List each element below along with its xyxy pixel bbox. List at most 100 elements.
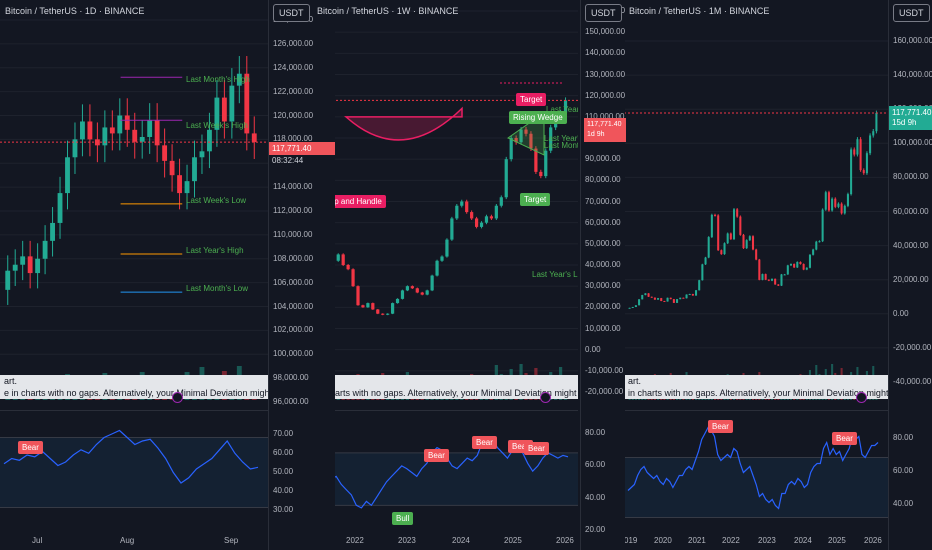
candle-body [644, 293, 647, 296]
pane-divider[interactable] [312, 410, 578, 411]
candle-body [856, 139, 859, 155]
price-axis-1w[interactable]: USDT 160,000.00150,000.00140,000.00130,0… [580, 0, 625, 550]
indicator-mark-icon[interactable] [172, 392, 183, 403]
banner-line: in charts with no gaps. Alternatively, y… [316, 388, 578, 398]
candle-body [745, 240, 748, 249]
currency-button[interactable]: USDT [273, 4, 310, 22]
price-tick: 140,000.00 [585, 48, 626, 58]
warning-banner: in charts with no gaps. Alternatively, y… [312, 375, 578, 399]
candle-body [199, 151, 205, 158]
date-tick: 2020 [654, 536, 672, 545]
candle-body [420, 292, 424, 295]
price-axis-1d[interactable]: USDT 128,000.00126,000.00124,000.00122,0… [268, 0, 335, 550]
candle-body [207, 129, 212, 152]
candle-body [244, 73, 250, 134]
price-tick: 160,000.00 [893, 36, 932, 45]
candle-body [251, 133, 257, 143]
warning-banner: art. in charts with no gaps. Alternative… [624, 375, 888, 399]
price-tick: 20,000.00 [585, 302, 621, 312]
chart-panel-1w[interactable]: Bitcoin / TetherUS · 1W · BINANCE Cup an… [312, 0, 578, 550]
currency-button[interactable]: USDT [585, 4, 622, 22]
candle-body [72, 139, 78, 158]
candle-body [862, 170, 865, 174]
price-tick: -20,000.00 [585, 387, 624, 396]
date-tick: 2022 [346, 536, 364, 545]
candle-body [780, 274, 783, 286]
currency-button[interactable]: USDT [893, 4, 930, 22]
chart-canvas-1w[interactable] [312, 0, 578, 550]
candle-body [35, 258, 41, 274]
banner-line [316, 375, 578, 387]
candle-body [843, 205, 846, 214]
indicator-mark-icon[interactable] [856, 392, 867, 403]
price-tick: 30,000.00 [585, 281, 621, 291]
candle-body [653, 297, 656, 300]
candle-body [717, 215, 720, 251]
candle-body [132, 129, 138, 142]
candle-body [465, 201, 469, 213]
candle-body [748, 236, 751, 241]
price-tick: 120,000.00 [585, 90, 626, 100]
last-price-value: 117,771.40 [892, 108, 932, 117]
chart-title: Bitcoin / TetherUS · 1D · BINANCE [5, 6, 145, 16]
candle-body [704, 257, 707, 265]
candle-body [184, 181, 190, 194]
candle-body [631, 306, 634, 308]
candle-body [336, 254, 340, 261]
price-axis-1m[interactable]: USDT 160,000.00140,000.00120,000.00100,0… [888, 0, 932, 550]
candle-body [549, 127, 553, 151]
candle-body [479, 222, 484, 227]
bear-marker: Bear [708, 420, 733, 433]
indicator-mark-icon[interactable] [540, 392, 551, 403]
candle-body [524, 129, 528, 134]
bear-marker: Bear [472, 436, 497, 449]
price-tick: 150,000.00 [585, 27, 626, 37]
price-tick: 108,000.00 [273, 253, 314, 263]
candle-body [739, 216, 742, 235]
candle-body [450, 218, 454, 240]
candle-body [27, 256, 33, 274]
candle-body [440, 256, 444, 261]
chart-canvas-1d[interactable] [0, 0, 268, 550]
price-tick: 110,000.00 [585, 111, 625, 121]
candle-body [669, 297, 672, 300]
candle-body [783, 274, 786, 276]
price-tick: 90,000.00 [585, 154, 621, 164]
candle-body [726, 233, 729, 244]
candle-body [764, 274, 767, 280]
oscillator-tick: 20.00 [585, 525, 606, 534]
candle-body [761, 274, 764, 280]
price-tick: 100,000.00 [273, 349, 314, 359]
chart-canvas-1m[interactable] [624, 0, 888, 550]
chart-panel-1d[interactable]: Bitcoin / TetherUS · 1D · BINANCE Last M… [0, 0, 268, 550]
chart-panel-1m[interactable]: Bitcoin / TetherUS · 1M · BINANCE art. i… [624, 0, 888, 550]
candle-body [793, 264, 796, 268]
candle-body [634, 305, 637, 307]
pane-divider[interactable] [0, 410, 268, 411]
pane-divider[interactable] [624, 410, 888, 411]
chart-title: Bitcoin / TetherUS · 1M · BINANCE [629, 6, 770, 16]
oscillator-band [624, 457, 888, 518]
level-label: Last Month's High [186, 75, 250, 84]
date-tick: 019 [624, 536, 638, 545]
candle-body [827, 192, 830, 211]
date-tick: Sep [224, 536, 239, 545]
last-price-label: 117,771.40 08:32:44 [269, 142, 335, 167]
pattern-label: Rising Wedge [509, 111, 567, 124]
last-price-value: 117,771.40 [272, 144, 312, 153]
oscillator-tick: 30.00 [273, 505, 294, 514]
pattern-label: Target [520, 193, 551, 206]
price-tick: 114,000.00 [273, 182, 313, 192]
candle-body [405, 286, 410, 291]
date-tick: 2025 [504, 536, 522, 545]
last-price-label: 117,771.40 1d 9h [584, 118, 626, 142]
candle-body [710, 214, 713, 238]
oscillator-tick: 60.00 [585, 460, 606, 470]
price-tick: 130,000.00 [585, 69, 626, 79]
candle-body [351, 269, 355, 287]
candle-body [117, 115, 123, 134]
candle-body [57, 193, 63, 223]
cup-handle-shape [344, 106, 463, 141]
candle-body [796, 261, 799, 268]
candle-body [470, 212, 474, 219]
